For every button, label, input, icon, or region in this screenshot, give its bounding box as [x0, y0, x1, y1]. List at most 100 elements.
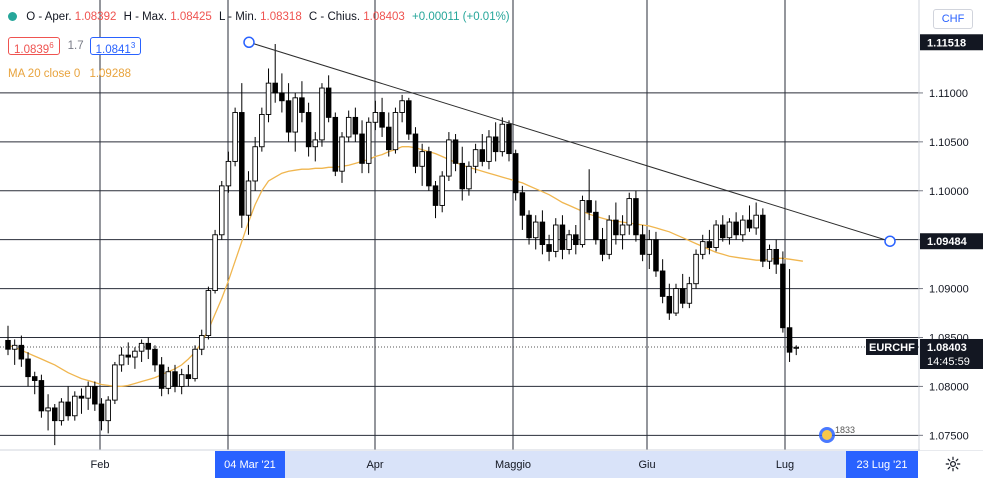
candle-up: [265, 82, 272, 115]
candle: [539, 210, 546, 255]
badge-text: 18333: [835, 425, 855, 435]
candle: [666, 283, 673, 320]
price-tick-label: 1.09000: [929, 284, 969, 296]
candle: [452, 134, 459, 172]
buy-button[interactable]: 1.08413: [89, 37, 142, 56]
gear-icon[interactable]: [944, 455, 962, 473]
candle-up: [192, 348, 198, 380]
time-label-start[interactable]: 04 Mar '21: [224, 459, 276, 471]
close-value: 1.08403: [363, 11, 405, 23]
trendline-start-handle[interactable]: [243, 36, 255, 49]
candle: [693, 249, 699, 289]
ma-label: MA 20 close 0: [8, 68, 81, 80]
trendline-end-handle[interactable]: [884, 235, 896, 247]
trendline[interactable]: [248, 41, 891, 242]
ma-value: 1.09288: [89, 68, 132, 80]
candle-up: [466, 165, 472, 190]
price-tick-label: 1.10500: [929, 137, 969, 149]
candle: [18, 335, 25, 367]
tradingview-badge-icon[interactable]: 18333: [815, 423, 855, 445]
price-label: 1.08403: [927, 342, 967, 354]
candle: [399, 94, 405, 123]
candle: [793, 345, 799, 356]
candle-down: [573, 234, 579, 246]
time-label-end[interactable]: 23 Lug '21: [856, 459, 907, 471]
candle-down: [332, 116, 339, 172]
candle: [145, 337, 152, 360]
candle: [606, 215, 612, 260]
candle: [573, 225, 579, 255]
time-axis[interactable]: Feb Apr Maggio Giu Lug 04 Mar '21 23 Lug '21: [0, 451, 983, 478]
candle: [252, 136, 258, 191]
candle: [619, 215, 626, 250]
candle-up: [553, 224, 559, 252]
candle-up: [446, 139, 452, 177]
candle: [426, 146, 432, 191]
candle-up: [753, 214, 759, 229]
price-label-bg: [920, 338, 983, 369]
candle: [579, 195, 586, 248]
candle-up: [232, 112, 238, 162]
candle-up: [225, 160, 232, 187]
candle: [439, 171, 445, 213]
candle: [412, 127, 419, 174]
candle: [553, 218, 559, 258]
candle-up: [726, 221, 733, 239]
candle: [138, 339, 145, 362]
candle-down: [272, 82, 278, 94]
candle: [52, 404, 58, 446]
candle-down: [386, 126, 392, 151]
candle-down: [432, 185, 439, 206]
sell-button[interactable]: 1.08396: [8, 37, 60, 56]
candle: [292, 92, 298, 152]
candle-down: [720, 224, 726, 239]
candle: [639, 225, 646, 262]
price-axis[interactable]: 1.075001.080001.085001.090001.095001.100…: [866, 0, 983, 450]
candle-down: [25, 358, 31, 378]
candle: [152, 345, 158, 372]
candle: [379, 97, 385, 137]
candle: [212, 229, 218, 294]
price-label-bg: [920, 233, 983, 250]
candle-up: [579, 200, 586, 246]
candle: [319, 83, 325, 147]
close-label: C - Chius.: [308, 11, 361, 23]
candle: [466, 161, 472, 196]
candle: [98, 398, 105, 431]
candle: [432, 180, 439, 219]
price-label: 1.09484: [927, 236, 968, 248]
candle-down: [379, 112, 385, 128]
candle-up: [766, 249, 773, 262]
time-tick-label: Maggio: [495, 459, 531, 471]
candle-up: [245, 180, 252, 216]
candle-down: [679, 288, 686, 304]
candle: [446, 132, 452, 181]
candle-down: [666, 295, 673, 314]
candle-up: [118, 354, 125, 366]
candle-down: [38, 380, 45, 412]
candle: [526, 210, 532, 245]
candle: [613, 202, 619, 245]
candle-up: [292, 97, 298, 133]
candle: [653, 231, 659, 277]
candle-up: [499, 123, 506, 153]
currency-button[interactable]: CHF: [933, 9, 973, 29]
candle-down: [125, 354, 131, 358]
candle: [232, 107, 238, 167]
candle: [559, 215, 566, 260]
candle-up: [165, 371, 172, 389]
price-label: 1.11518: [927, 37, 966, 49]
candle: [5, 325, 11, 356]
candle: [332, 112, 339, 177]
candle: [172, 364, 178, 393]
candle: [699, 234, 706, 260]
ma-legend[interactable]: MA 20 close 0 1.09288: [8, 68, 131, 80]
candle-up: [372, 112, 379, 123]
spread-value: 1.7: [67, 40, 84, 52]
candle: [713, 220, 719, 252]
trendline-layer[interactable]: [243, 36, 896, 247]
candle-up: [365, 121, 372, 164]
